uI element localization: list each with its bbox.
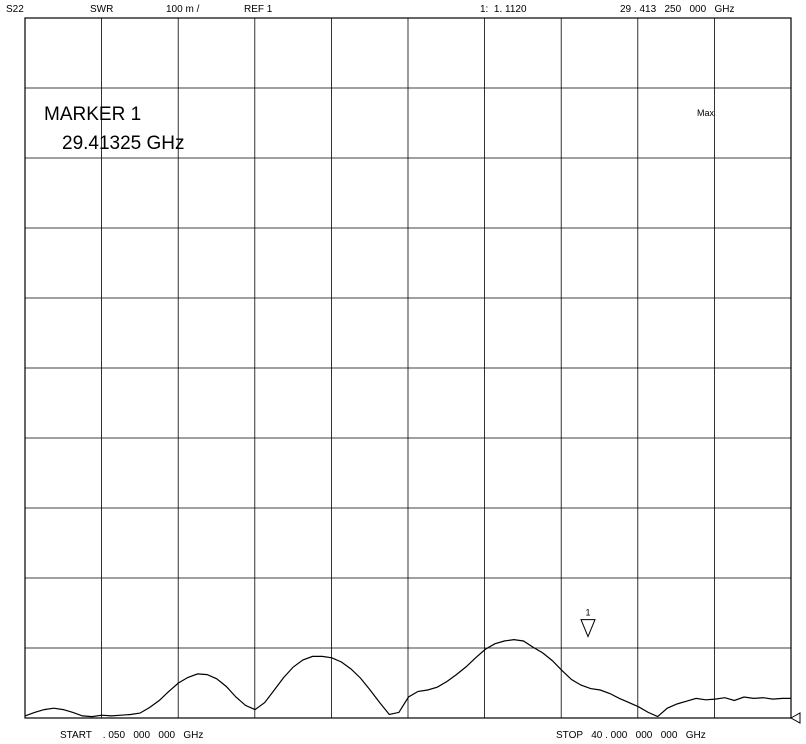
reference-level-pointer (789, 712, 801, 724)
marker-value-readout: 1: 1. 1120 (480, 4, 527, 15)
plot-grid (24, 17, 792, 719)
swr-trace (24, 638, 791, 718)
marker-frequency: 29.41325 GHz (62, 133, 185, 154)
stop-frequency: STOP 40 . 000 000 000 GHz (556, 730, 706, 741)
parameter-label: S22 (6, 4, 24, 15)
marker-1-number: 1 (586, 608, 591, 618)
marker-title: MARKER 1 (44, 104, 142, 125)
search-mode-label: Max (697, 108, 715, 118)
scale-label: 100 m / (166, 4, 200, 15)
marker-1-triangle (580, 619, 596, 638)
marker-frequency-readout: 29 . 413 250 000 GHz (620, 4, 735, 15)
format-label: SWR (90, 4, 114, 15)
start-frequency: START . 050 000 000 GHz (60, 730, 204, 741)
reference-label: REF 1 (244, 4, 273, 15)
